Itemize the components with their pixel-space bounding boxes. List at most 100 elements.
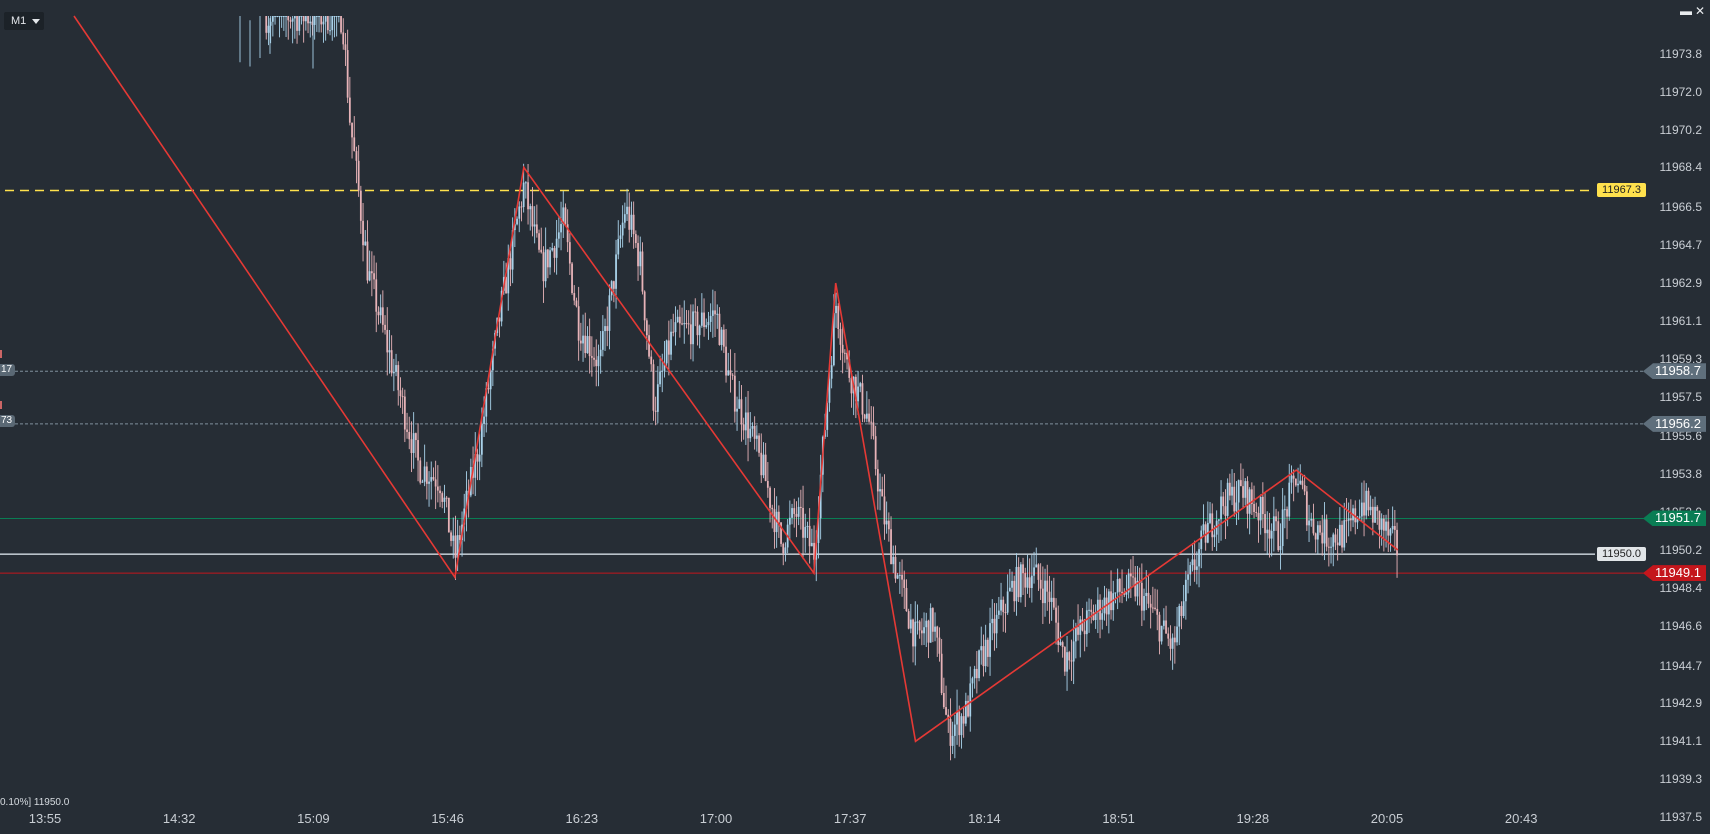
candle-body xyxy=(414,433,417,441)
candle-body xyxy=(1191,559,1194,566)
candle-body xyxy=(311,21,314,25)
candle-body xyxy=(654,410,657,412)
candle-body xyxy=(344,44,347,51)
candle-body xyxy=(1255,512,1258,514)
candle-body xyxy=(1303,485,1306,492)
candle-body xyxy=(507,258,510,294)
candle-body xyxy=(267,25,270,33)
candle-body xyxy=(817,518,820,544)
price-tick-label: 11939.3 xyxy=(1659,772,1703,787)
candle-body xyxy=(1123,593,1126,595)
candle-body xyxy=(1136,580,1139,597)
candle-body xyxy=(925,620,928,628)
candle-body xyxy=(936,626,939,638)
candle-body xyxy=(1290,475,1293,483)
candle-body xyxy=(285,16,287,17)
take-profit-tag[interactable]: 11951.7 xyxy=(1642,510,1706,527)
candle-body xyxy=(898,574,901,576)
close-icon[interactable]: ✕ xyxy=(1694,4,1705,18)
candle-body xyxy=(716,313,719,315)
candle-body xyxy=(505,277,507,294)
minimize-icon[interactable]: ▬ xyxy=(1680,4,1692,18)
timeframe-selector[interactable]: M1 xyxy=(4,12,44,30)
candle-body xyxy=(663,363,666,371)
candle-body xyxy=(1305,491,1308,526)
time-tick-label: 20:05 xyxy=(1370,811,1404,826)
candle-body xyxy=(1345,520,1348,522)
candle-body xyxy=(835,305,837,314)
candle-body xyxy=(1050,597,1053,602)
alert-level-tag[interactable]: 11967.3 xyxy=(1597,183,1646,198)
candle-body xyxy=(993,618,996,634)
candle-body xyxy=(1019,564,1022,598)
candle-body xyxy=(841,344,844,353)
candle-body xyxy=(1121,591,1123,594)
candle-body xyxy=(945,707,947,715)
candle-body xyxy=(610,281,613,296)
candle-body xyxy=(1294,478,1297,486)
candle-body xyxy=(1387,521,1390,536)
candle-body xyxy=(296,16,298,31)
candle-body xyxy=(687,323,690,325)
candle-body xyxy=(612,281,615,289)
candle-body xyxy=(568,242,571,264)
candle-body xyxy=(1182,601,1185,616)
candle-body xyxy=(522,182,525,207)
candle-body xyxy=(885,520,888,525)
candle-body xyxy=(1310,518,1313,521)
candle-body xyxy=(920,630,923,634)
candle-body xyxy=(573,293,576,301)
candle-body xyxy=(678,316,681,324)
candle-body xyxy=(447,497,450,533)
candle-body xyxy=(322,21,325,25)
candle-body xyxy=(881,489,884,497)
candle-body xyxy=(1389,529,1392,536)
upper-level-tag[interactable]: 11958.7 xyxy=(1642,363,1706,380)
candle-body xyxy=(857,386,859,402)
entry-price-tag[interactable]: 11950.0 xyxy=(1597,547,1646,562)
stop-loss-tag[interactable]: 11949.1 xyxy=(1642,565,1706,582)
candle-body xyxy=(595,359,598,367)
candle-body xyxy=(309,21,312,24)
candle-body xyxy=(978,650,980,679)
candle-body xyxy=(951,735,954,746)
price-tick-label: 11944.7 xyxy=(1659,658,1703,673)
candle-body xyxy=(681,323,683,325)
candle-body xyxy=(1048,591,1051,602)
candle-body xyxy=(1354,508,1357,523)
candle-body xyxy=(1314,533,1317,540)
lower-level-tag[interactable]: 11956.2 xyxy=(1642,415,1706,432)
candle-body xyxy=(1114,592,1117,594)
candle-body xyxy=(1321,532,1324,544)
candle-body xyxy=(722,329,725,347)
candle-body xyxy=(1017,566,1020,598)
candle-body xyxy=(564,207,567,225)
candle-body xyxy=(1198,549,1200,567)
candle-body xyxy=(1233,486,1236,512)
candle-body xyxy=(905,587,908,612)
candle-body xyxy=(720,329,723,345)
candle-body xyxy=(1110,591,1112,611)
candle-body xyxy=(483,416,485,424)
candle-body xyxy=(265,16,268,33)
candle-body xyxy=(1134,577,1137,597)
candle-body xyxy=(1006,591,1009,613)
candle-body xyxy=(791,508,793,518)
candle-body xyxy=(912,619,914,647)
candle-body xyxy=(346,50,349,98)
candle-body xyxy=(1371,506,1374,523)
candle-body xyxy=(777,511,780,523)
candle-body xyxy=(967,700,969,717)
candle-body xyxy=(546,249,549,268)
candle-body xyxy=(795,513,798,517)
candle-body xyxy=(828,378,831,403)
candle-body xyxy=(1092,611,1095,620)
candle-body xyxy=(1079,619,1082,635)
candle-body xyxy=(403,396,406,430)
candle-body xyxy=(667,340,670,355)
candle-body xyxy=(1283,509,1286,511)
candles xyxy=(239,16,1398,761)
candle-body xyxy=(1072,641,1075,662)
timeframe-label: M1 xyxy=(11,15,27,27)
